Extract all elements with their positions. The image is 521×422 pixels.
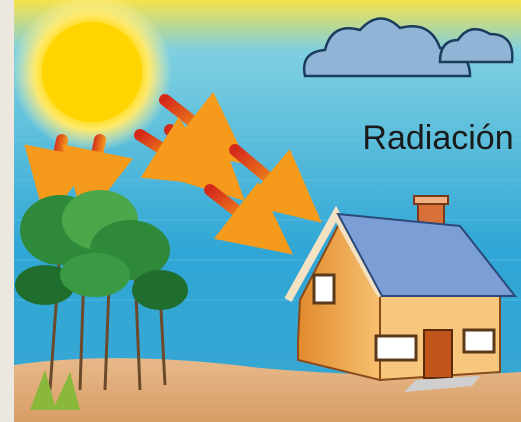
page: Radiación (() => { const data = JSON.par… xyxy=(0,0,521,422)
sun xyxy=(42,22,142,122)
label: Radiación xyxy=(362,119,513,157)
illustration: Radiación xyxy=(0,0,521,422)
